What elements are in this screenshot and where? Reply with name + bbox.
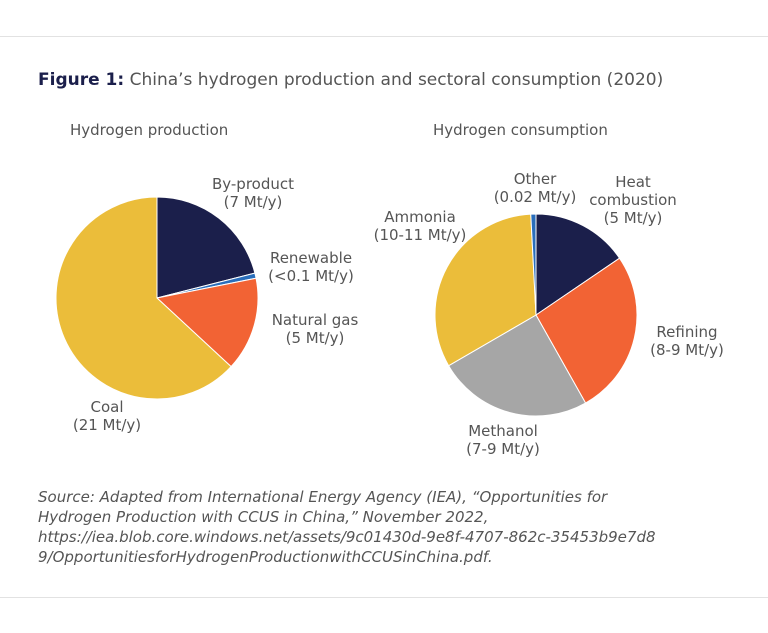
pie-slice-other [530, 213, 537, 316]
figure-title-text: China’s hydrogen production and sectoral… [129, 70, 664, 90]
pie-slice-methanol [447, 314, 587, 417]
label-heat-combustion: Heat combustion (5 Mt/y) [589, 173, 677, 227]
pie-slice-coal [55, 196, 232, 400]
figure-label: Figure 1: [38, 70, 125, 90]
top-divider [0, 36, 768, 37]
figure-title: Figure 1: China’s hydrogen production an… [38, 70, 663, 90]
source-line: Hydrogen Production with CCUS in China,”… [38, 508, 489, 526]
label-renewable: Renewable (<0.1 Mt/y) [268, 249, 354, 285]
pie-slice-natural-gas [155, 277, 259, 368]
source-link[interactable]: 9/OpportunitiesforHydrogenProductionwith… [38, 548, 493, 566]
consumption-title: Hydrogen consumption [433, 121, 608, 139]
pie-slice-by-product [156, 196, 256, 299]
pie-slice-ammonia [434, 213, 537, 367]
label-natural-gas: Natural gas (5 Mt/y) [271, 311, 359, 347]
source-link[interactable]: https://iea.blob.core.windows.net/assets… [38, 528, 656, 546]
source-line: Source: Adapted from International Energ… [38, 488, 608, 506]
pie-slice-refining [535, 257, 638, 404]
label-other: Other (0.02 Mt/y) [493, 170, 577, 206]
label-methanol: Methanol (7-9 Mt/y) [466, 422, 540, 458]
label-refining: Refining (8-9 Mt/y) [650, 323, 724, 359]
pie-slice-heat-combustion [535, 213, 621, 316]
production-title: Hydrogen production [70, 121, 229, 139]
label-by-product: By-product (7 Mt/y) [211, 175, 295, 211]
source-note: Source: Adapted from International Energ… [38, 487, 738, 567]
label-ammonia: Ammonia (10-11 Mt/y) [373, 208, 467, 244]
bottom-divider [0, 597, 768, 598]
label-coal: Coal (21 Mt/y) [72, 398, 142, 434]
